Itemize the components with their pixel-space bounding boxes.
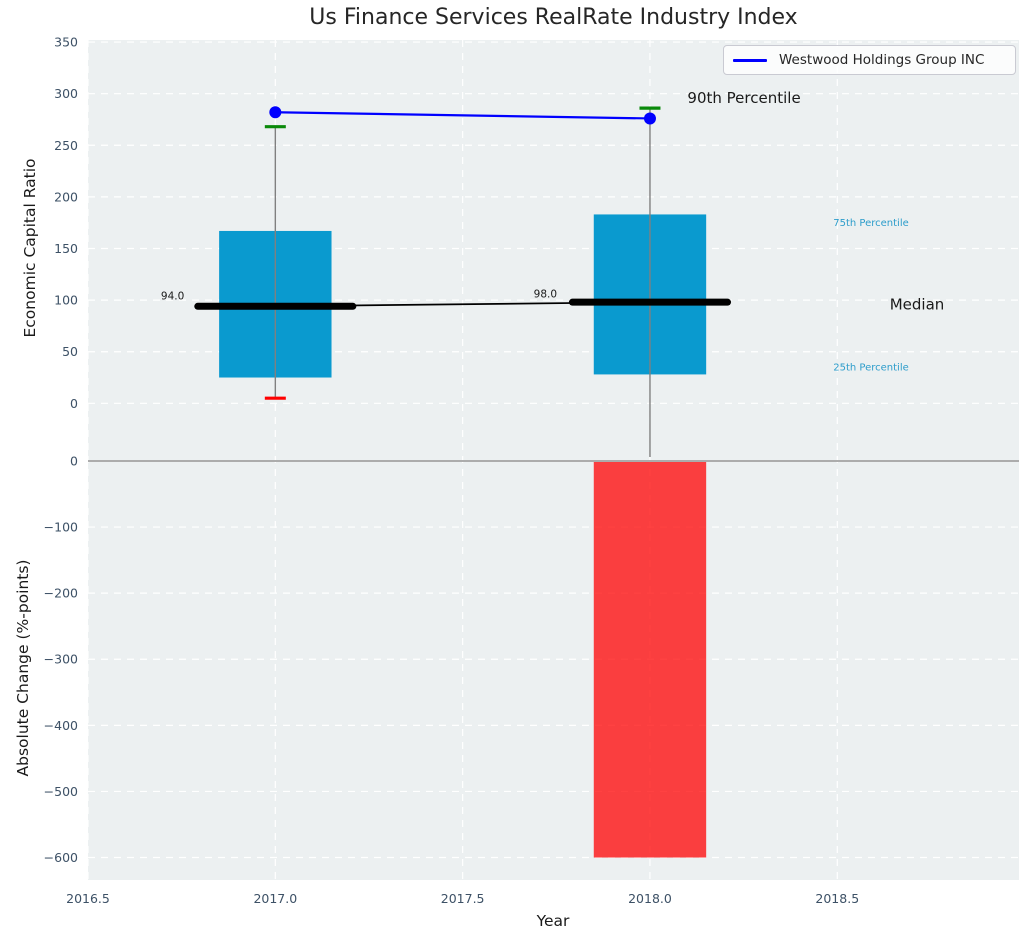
change-bar-2018 (593, 460, 707, 858)
bottom-y-axis-label: Absolute Change (%-points) (14, 559, 32, 777)
annotation-median: Median (890, 295, 945, 313)
top-y-tick-label: 150 (54, 241, 78, 256)
company-point-2018 (643, 112, 656, 125)
chart-title: Us Finance Services RealRate Industry In… (309, 5, 798, 30)
x-axis-label: Year (536, 912, 570, 930)
top-y-tick-label: 50 (62, 344, 78, 359)
bottom-y-tick-label: −600 (44, 850, 78, 865)
top-y-tick-label: 0 (70, 396, 78, 411)
bottom-y-tick-label: −500 (44, 784, 78, 799)
company-line (275, 111, 650, 120)
bottom-y-tick-label: −400 (44, 718, 78, 733)
legend-line-swatch (733, 58, 767, 62)
top-y-tick-label: 200 (54, 189, 78, 204)
x-tick-label: 2018.0 (628, 891, 672, 906)
annotation-90th-percentile: 90th Percentile (687, 89, 800, 107)
x-tick-label: 2017.5 (441, 891, 485, 906)
bottom-y-tick-label: −100 (44, 520, 78, 535)
company-point-2017 (269, 106, 282, 119)
top-y-tick-label: 350 (54, 35, 78, 50)
annotation-94-0: 94.0 (161, 291, 184, 303)
top-y-tick-label: 250 (54, 138, 78, 153)
bottom-y-tick-label: 0 (70, 453, 78, 468)
legend: Westwood Holdings Group INC (723, 45, 1016, 75)
x-tick-label: 2016.5 (66, 891, 110, 906)
top-y-tick-label: 300 (54, 86, 78, 101)
bottom-y-tick-label: −200 (44, 586, 78, 601)
x-tick-label: 2018.5 (815, 891, 859, 906)
annotation-98-0: 98.0 (534, 289, 557, 301)
annotation-25th-percentile: 25th Percentile (833, 363, 909, 374)
x-tick-label: 2017.0 (253, 891, 297, 906)
annotation-75th-percentile: 75th Percentile (833, 218, 909, 229)
legend-series-label: Westwood Holdings Group INC (779, 52, 985, 68)
top-y-axis-label: Economic Capital Ratio (21, 158, 39, 338)
bottom-y-tick-label: −300 (44, 652, 78, 667)
top-y-tick-label: 100 (54, 293, 78, 308)
